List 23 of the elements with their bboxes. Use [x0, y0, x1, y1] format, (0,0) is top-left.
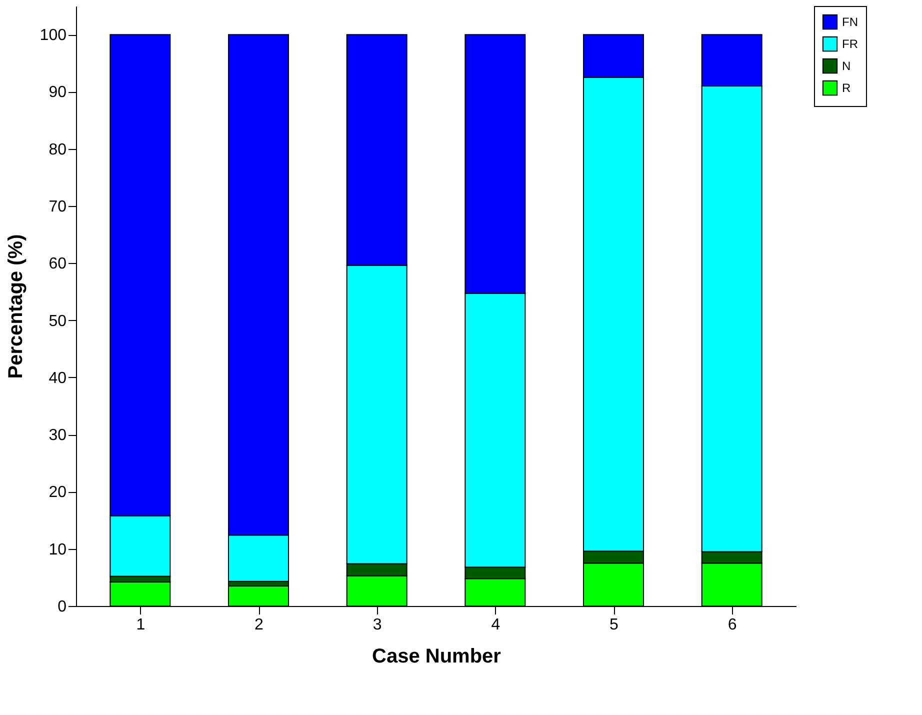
y-tick-label: 100: [40, 27, 67, 44]
x-tick-label: 5: [610, 616, 619, 634]
y-tick-label: 50: [48, 312, 67, 330]
y-tick-label: 70: [48, 198, 67, 216]
x-tick-label: 1: [136, 616, 146, 634]
y-tick-label: 40: [48, 370, 67, 387]
x-tick-label: 6: [728, 616, 737, 634]
legend-label: FN: [842, 15, 858, 29]
x-tick-label: 4: [491, 616, 500, 634]
y-tick-label: 0: [58, 598, 67, 616]
y-tick-label: 20: [48, 484, 67, 502]
legend-label: N: [842, 59, 851, 73]
y-tick-label: 10: [48, 541, 67, 558]
x-tick-label: 3: [372, 616, 382, 634]
y-tick-label: 60: [48, 256, 67, 273]
legend-label: R: [842, 81, 851, 95]
y-axis-title: Percentage (%): [4, 234, 27, 379]
y-tick-label: 30: [48, 427, 67, 444]
y-tick-label: 80: [48, 141, 67, 158]
y-tick-label: 90: [48, 84, 67, 102]
x-axis-title: Case Number: [372, 646, 502, 668]
legend-label: FR: [842, 37, 858, 51]
x-tick-label: 2: [254, 616, 264, 634]
